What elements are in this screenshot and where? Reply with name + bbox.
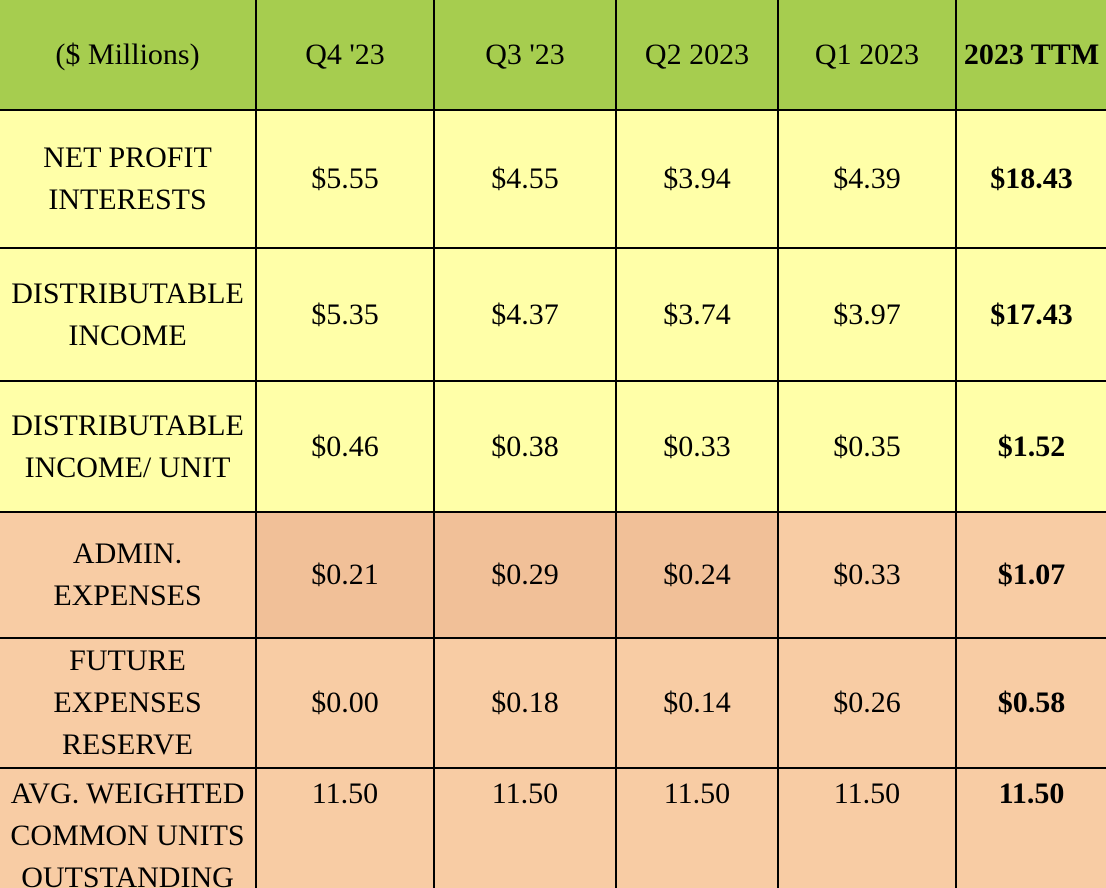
row-label: DISTRIBUTABLE INCOME/ UNIT bbox=[0, 382, 255, 511]
value-cell: $0.21 bbox=[257, 513, 433, 637]
value-cell: $0.14 bbox=[617, 639, 777, 767]
value-cell: 11.50 bbox=[257, 769, 433, 888]
value-cell: $0.38 bbox=[435, 382, 615, 511]
value-cell: $0.29 bbox=[435, 513, 615, 637]
value-cell: $4.55 bbox=[435, 111, 615, 247]
value-cell: $17.43 bbox=[957, 249, 1106, 380]
value-cell: $0.00 bbox=[257, 639, 433, 767]
value-cell: $1.07 bbox=[957, 513, 1106, 637]
value-cell: 11.50 bbox=[617, 769, 777, 888]
value-cell: $0.24 bbox=[617, 513, 777, 637]
row-label: FUTURE EXPENSES RESERVE bbox=[0, 639, 255, 767]
value-cell: $3.97 bbox=[779, 249, 955, 380]
value-cell: $3.94 bbox=[617, 111, 777, 247]
row-label: AVG. WEIGHTED COMMON UNITS OUTSTANDING bbox=[0, 769, 255, 888]
value-cell: 11.50 bbox=[779, 769, 955, 888]
header-cell: ($ Millions) bbox=[0, 0, 255, 109]
value-cell: $0.26 bbox=[779, 639, 955, 767]
value-cell: $0.35 bbox=[779, 382, 955, 511]
value-cell: $4.37 bbox=[435, 249, 615, 380]
value-cell: 11.50 bbox=[957, 769, 1106, 888]
value-cell: $0.58 bbox=[957, 639, 1106, 767]
value-cell: $0.33 bbox=[617, 382, 777, 511]
value-cell: 11.50 bbox=[435, 769, 615, 888]
header-cell: Q3 '23 bbox=[435, 0, 615, 109]
value-cell: $5.35 bbox=[257, 249, 433, 380]
value-cell: $4.39 bbox=[779, 111, 955, 247]
value-cell: $0.33 bbox=[779, 513, 955, 637]
value-cell: $5.55 bbox=[257, 111, 433, 247]
value-cell: $3.74 bbox=[617, 249, 777, 380]
row-label: NET PROFIT INTERESTS bbox=[0, 111, 255, 247]
value-cell: $1.52 bbox=[957, 382, 1106, 511]
header-cell: Q1 2023 bbox=[779, 0, 955, 109]
value-cell: $0.46 bbox=[257, 382, 433, 511]
row-label: ADMIN. EXPENSES bbox=[0, 513, 255, 637]
row-label: DISTRIBUTABLE INCOME bbox=[0, 249, 255, 380]
header-cell: Q2 2023 bbox=[617, 0, 777, 109]
header-cell: Q4 '23 bbox=[257, 0, 433, 109]
header-cell: 2023 TTM bbox=[957, 0, 1106, 109]
value-cell: $0.18 bbox=[435, 639, 615, 767]
value-cell: $18.43 bbox=[957, 111, 1106, 247]
